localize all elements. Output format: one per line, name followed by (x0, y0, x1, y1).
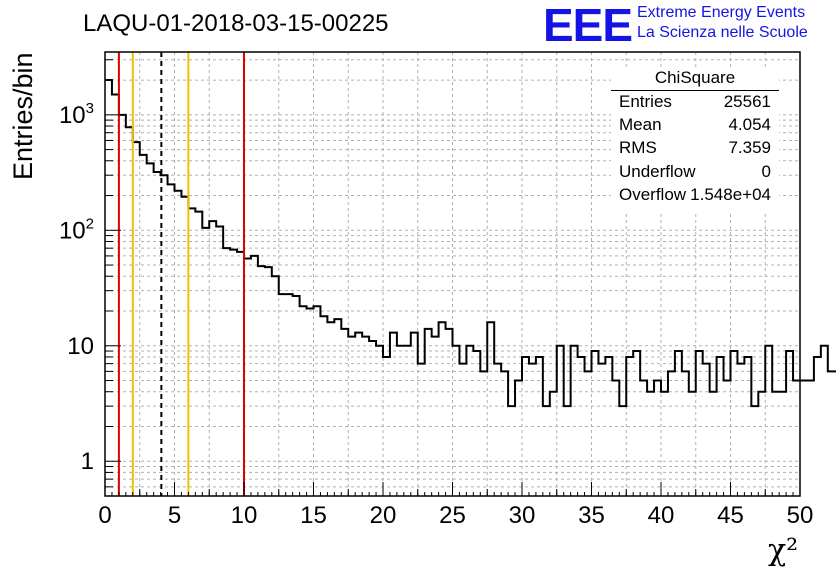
logo-line-1: Extreme Energy Events (637, 4, 806, 21)
y-tick-label: 1 (81, 448, 94, 475)
stats-key: RMS (619, 138, 657, 157)
stats-key: Entries (619, 92, 672, 111)
eee-logo: EEE (543, 0, 633, 51)
axis-ticks (104, 59, 801, 497)
logo-line-2: La Scienza nelle Scuole (637, 24, 808, 41)
stats-row-mean: Mean 4.054 (619, 115, 771, 137)
x-tick-label: 20 (370, 502, 397, 529)
stats-key: Mean (619, 115, 662, 134)
stats-divider (611, 90, 779, 91)
marker-lines (117, 52, 245, 496)
x-tick-label: 50 (787, 502, 814, 529)
stats-value: 7.359 (728, 138, 771, 157)
stats-title: ChiSquare (654, 68, 736, 87)
x-tick-label: 25 (439, 502, 466, 529)
x-tick-label: 35 (578, 502, 605, 529)
x-tick-label: 0 (98, 502, 111, 529)
x-tick-label: 40 (648, 502, 675, 529)
x-tick-label: 5 (168, 502, 181, 529)
stats-key: Underflow (619, 162, 696, 181)
stats-box: ChiSquare Entries 25561 Mean 4.054 RMS 7… (611, 68, 779, 214)
y-tick-label: 103 (59, 100, 94, 129)
histogram-outline (105, 79, 836, 408)
stats-row-underflow: Underflow 0 (619, 162, 771, 184)
x-tick-label: 10 (231, 502, 258, 529)
stats-value: 4.054 (728, 115, 771, 134)
x-tick-label: 45 (717, 502, 744, 529)
stats-value: 0 (761, 162, 771, 181)
x-axis-label: χ² (768, 533, 799, 568)
stats-row-overflow: Overflow 1.548e+04 (619, 185, 771, 207)
stats-value: 25561 (723, 92, 771, 111)
histogram-series (105, 79, 836, 408)
stats-row-entries: Entries 25561 (619, 92, 771, 114)
y-tick-label: 10 (67, 333, 94, 360)
y-tick-label: 102 (59, 215, 94, 244)
x-tick-label: 30 (509, 502, 536, 529)
y-axis-label: Entries/bin (8, 52, 38, 180)
tick-labels: 0 5 10 15 20 25 30 35 40 45 50 1 10 102 103 (59, 100, 813, 529)
stats-value: 1.548e+04 (690, 185, 771, 204)
chart-title: LAQU-01-2018-03-15-00225 (83, 10, 389, 37)
x-tick-label: 15 (300, 502, 327, 529)
stats-key: Overflow (619, 185, 687, 204)
stats-row-rms: RMS 7.359 (619, 138, 771, 160)
